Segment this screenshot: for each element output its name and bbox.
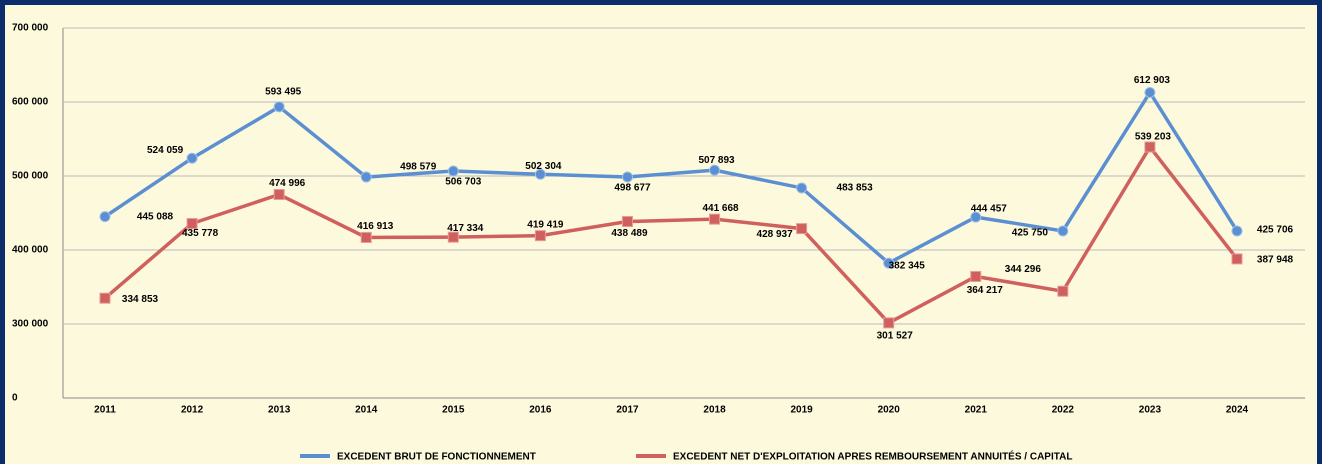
marker	[360, 231, 372, 243]
x-tick-label: 2016	[529, 405, 552, 416]
data-label: 539 203	[1135, 132, 1172, 143]
y-tick-label: 400 000	[12, 245, 49, 256]
x-tick-label: 2023	[1139, 405, 1162, 416]
marker	[534, 168, 546, 180]
x-tick-label: 2013	[268, 405, 291, 416]
marker	[883, 257, 895, 269]
data-label: 425 750	[1012, 228, 1049, 239]
marker	[1144, 141, 1156, 153]
legend-label: EXCEDENT BRUT DE FONCTIONNEMENT	[337, 452, 536, 463]
marker	[186, 218, 198, 230]
data-label: 445 088	[137, 211, 174, 222]
y-tick-label: 500 000	[12, 171, 49, 182]
data-label: 416 913	[357, 221, 394, 232]
data-label: 344 296	[1005, 264, 1042, 275]
y-tick-label: 700 000	[12, 23, 49, 34]
data-label: 334 853	[122, 294, 159, 305]
data-label: 612 903	[1134, 75, 1171, 86]
series-line	[104, 89, 1239, 266]
marker	[970, 270, 982, 282]
x-tick-label: 2024	[1226, 405, 1249, 416]
marker	[534, 230, 546, 242]
data-label: 507 893	[698, 155, 735, 166]
data-label: 498 579	[400, 162, 437, 173]
x-tick-label: 2012	[181, 405, 204, 416]
marker	[621, 171, 633, 183]
marker	[709, 213, 721, 225]
marker	[1231, 253, 1243, 265]
marker	[99, 211, 111, 223]
marker	[970, 211, 982, 223]
marker	[709, 164, 721, 176]
marker	[273, 101, 285, 113]
x-tick-label: 2018	[703, 405, 726, 416]
data-label: 441 668	[702, 203, 739, 214]
x-tick-label: 2021	[965, 405, 988, 416]
x-tick-label: 2011	[94, 405, 116, 416]
data-label: 524 059	[147, 145, 184, 156]
data-label: 364 217	[967, 285, 1004, 296]
marker	[99, 292, 111, 304]
marker	[796, 223, 808, 235]
x-tick-label: 2019	[790, 405, 813, 416]
marker	[186, 152, 198, 164]
marker	[621, 216, 633, 228]
data-label: 419 419	[527, 219, 564, 230]
marker	[1231, 225, 1243, 237]
data-label: 417 334	[447, 223, 484, 234]
marker	[360, 171, 372, 183]
marker	[1057, 225, 1069, 237]
marker	[883, 317, 895, 329]
data-label: 474 996	[269, 178, 306, 189]
y-tick-label: 600 000	[12, 97, 49, 108]
data-label: 498 677	[614, 183, 651, 194]
data-label: 438 489	[611, 228, 648, 239]
x-tick-label: 2014	[355, 405, 378, 416]
x-tick-label: 2020	[878, 405, 901, 416]
data-label: 428 937	[757, 229, 794, 240]
data-label: 301 527	[877, 331, 914, 342]
marker	[1057, 285, 1069, 297]
y-tick-label: 300 000	[12, 319, 49, 330]
marker	[447, 165, 459, 177]
data-label: 483 853	[837, 183, 874, 194]
data-label: 382 345	[889, 261, 926, 272]
marker	[796, 182, 808, 194]
x-tick-label: 2015	[442, 405, 465, 416]
data-label: 593 495	[265, 86, 302, 97]
data-label: 444 457	[971, 204, 1008, 215]
marker	[1144, 86, 1156, 98]
y-tick-label: 0	[12, 393, 18, 404]
marker	[273, 189, 285, 201]
data-label: 506 703	[445, 177, 482, 188]
data-label: 435 778	[182, 228, 219, 239]
data-label: 425 706	[1257, 225, 1294, 236]
legend-label: EXCEDENT NET D'EXPLOITATION APRES REMBOU…	[673, 450, 1072, 463]
data-label: 387 948	[1257, 255, 1294, 266]
data-label: 502 304	[525, 161, 562, 172]
series-line	[103, 143, 1239, 326]
x-tick-label: 2022	[1052, 405, 1075, 416]
marker	[447, 231, 459, 243]
x-tick-label: 2017	[616, 405, 639, 416]
